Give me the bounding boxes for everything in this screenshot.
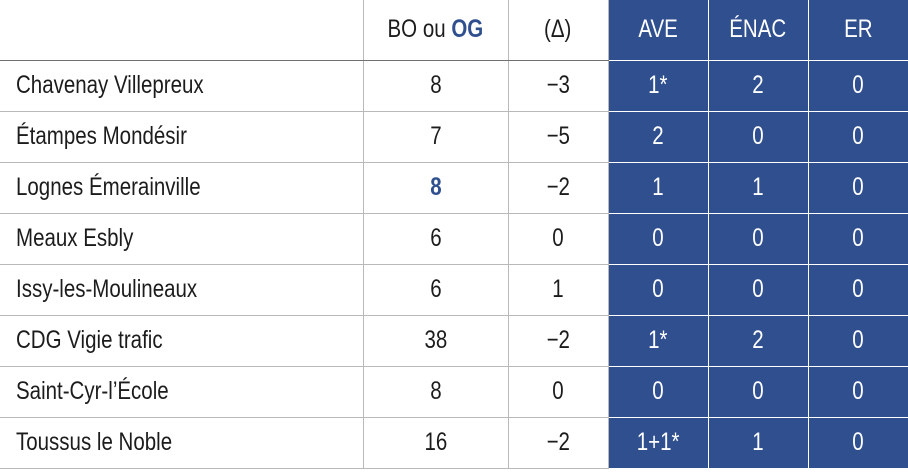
row-bo: 6 <box>363 264 509 316</box>
row-ave: 2 <box>608 111 709 163</box>
row-bo: 8 <box>363 366 509 418</box>
row-delta: −2 <box>508 162 609 214</box>
row-er: 0 <box>808 417 908 469</box>
row-name: Lognes Émerainville <box>0 162 364 214</box>
row-er: 0 <box>808 366 908 418</box>
row-bo: 8 <box>363 60 509 112</box>
header-empty <box>0 0 364 61</box>
row-enac: 2 <box>708 60 809 112</box>
row-name: CDG Vigie trafic <box>0 315 364 367</box>
row-ave: 1* <box>608 315 709 367</box>
row-name: Issy-les-Moulineaux <box>0 264 364 316</box>
header-og: OG <box>451 15 484 44</box>
row-name: Étampes Mondésir <box>0 111 364 163</box>
row-ave: 1 <box>608 162 709 214</box>
row-ave: 0 <box>608 264 709 316</box>
row-name: Meaux Esbly <box>0 213 364 265</box>
row-enac: 1 <box>708 162 809 214</box>
row-name: Toussus le Noble <box>0 417 364 469</box>
row-delta: 0 <box>508 366 609 418</box>
row-er: 0 <box>808 315 908 367</box>
table-row: Chavenay Villepreux 8 −3 1* 2 0 <box>0 60 908 112</box>
row-er: 0 <box>808 213 908 265</box>
row-ave: 1+1* <box>608 417 709 469</box>
row-er: 0 <box>808 264 908 316</box>
row-enac: 2 <box>708 315 809 367</box>
row-enac: 0 <box>708 366 809 418</box>
row-enac: 0 <box>708 111 809 163</box>
table-row: Meaux Esbly 6 0 0 0 0 <box>0 213 908 265</box>
table-row: Lognes Émerainville 8 −2 1 1 0 <box>0 162 908 214</box>
row-er: 0 <box>808 60 908 112</box>
table-row: Saint-Cyr-l’École 8 0 0 0 0 <box>0 366 908 418</box>
row-er: 0 <box>808 111 908 163</box>
row-enac: 1 <box>708 417 809 469</box>
header-enac: ÉNAC <box>708 0 809 61</box>
table-row: Étampes Mondésir 7 −5 2 0 0 <box>0 111 908 163</box>
header-row: BO ou OG (Δ) AVE ÉNAC ER <box>0 0 908 61</box>
row-enac: 0 <box>708 213 809 265</box>
header-bo-og: BO ou OG <box>363 0 509 61</box>
row-ave: 0 <box>608 213 709 265</box>
table-row: Toussus le Noble 16 −2 1+1* 1 0 <box>0 417 908 469</box>
header-delta: (Δ) <box>508 0 609 61</box>
header-ave: AVE <box>608 0 709 61</box>
row-ave: 0 <box>608 366 709 418</box>
row-delta: 1 <box>508 264 609 316</box>
row-delta: −2 <box>508 315 609 367</box>
row-ave: 1* <box>608 60 709 112</box>
row-delta: −3 <box>508 60 609 112</box>
row-bo: 6 <box>363 213 509 265</box>
table-row: CDG Vigie trafic 38 −2 1* 2 0 <box>0 315 908 367</box>
row-enac: 0 <box>708 264 809 316</box>
row-bo: 8 <box>363 162 509 214</box>
table-row: Issy-les-Moulineaux 6 1 0 0 0 <box>0 264 908 316</box>
row-er: 0 <box>808 162 908 214</box>
header-er: ER <box>808 0 908 61</box>
row-name: Saint-Cyr-l’École <box>0 366 364 418</box>
row-bo: 38 <box>363 315 509 367</box>
row-delta: 0 <box>508 213 609 265</box>
row-name: Chavenay Villepreux <box>0 60 364 112</box>
row-delta: −2 <box>508 417 609 469</box>
row-delta: −5 <box>508 111 609 163</box>
row-bo: 7 <box>363 111 509 163</box>
row-bo: 16 <box>363 417 509 469</box>
header-bo-prefix: BO ou <box>387 15 452 44</box>
